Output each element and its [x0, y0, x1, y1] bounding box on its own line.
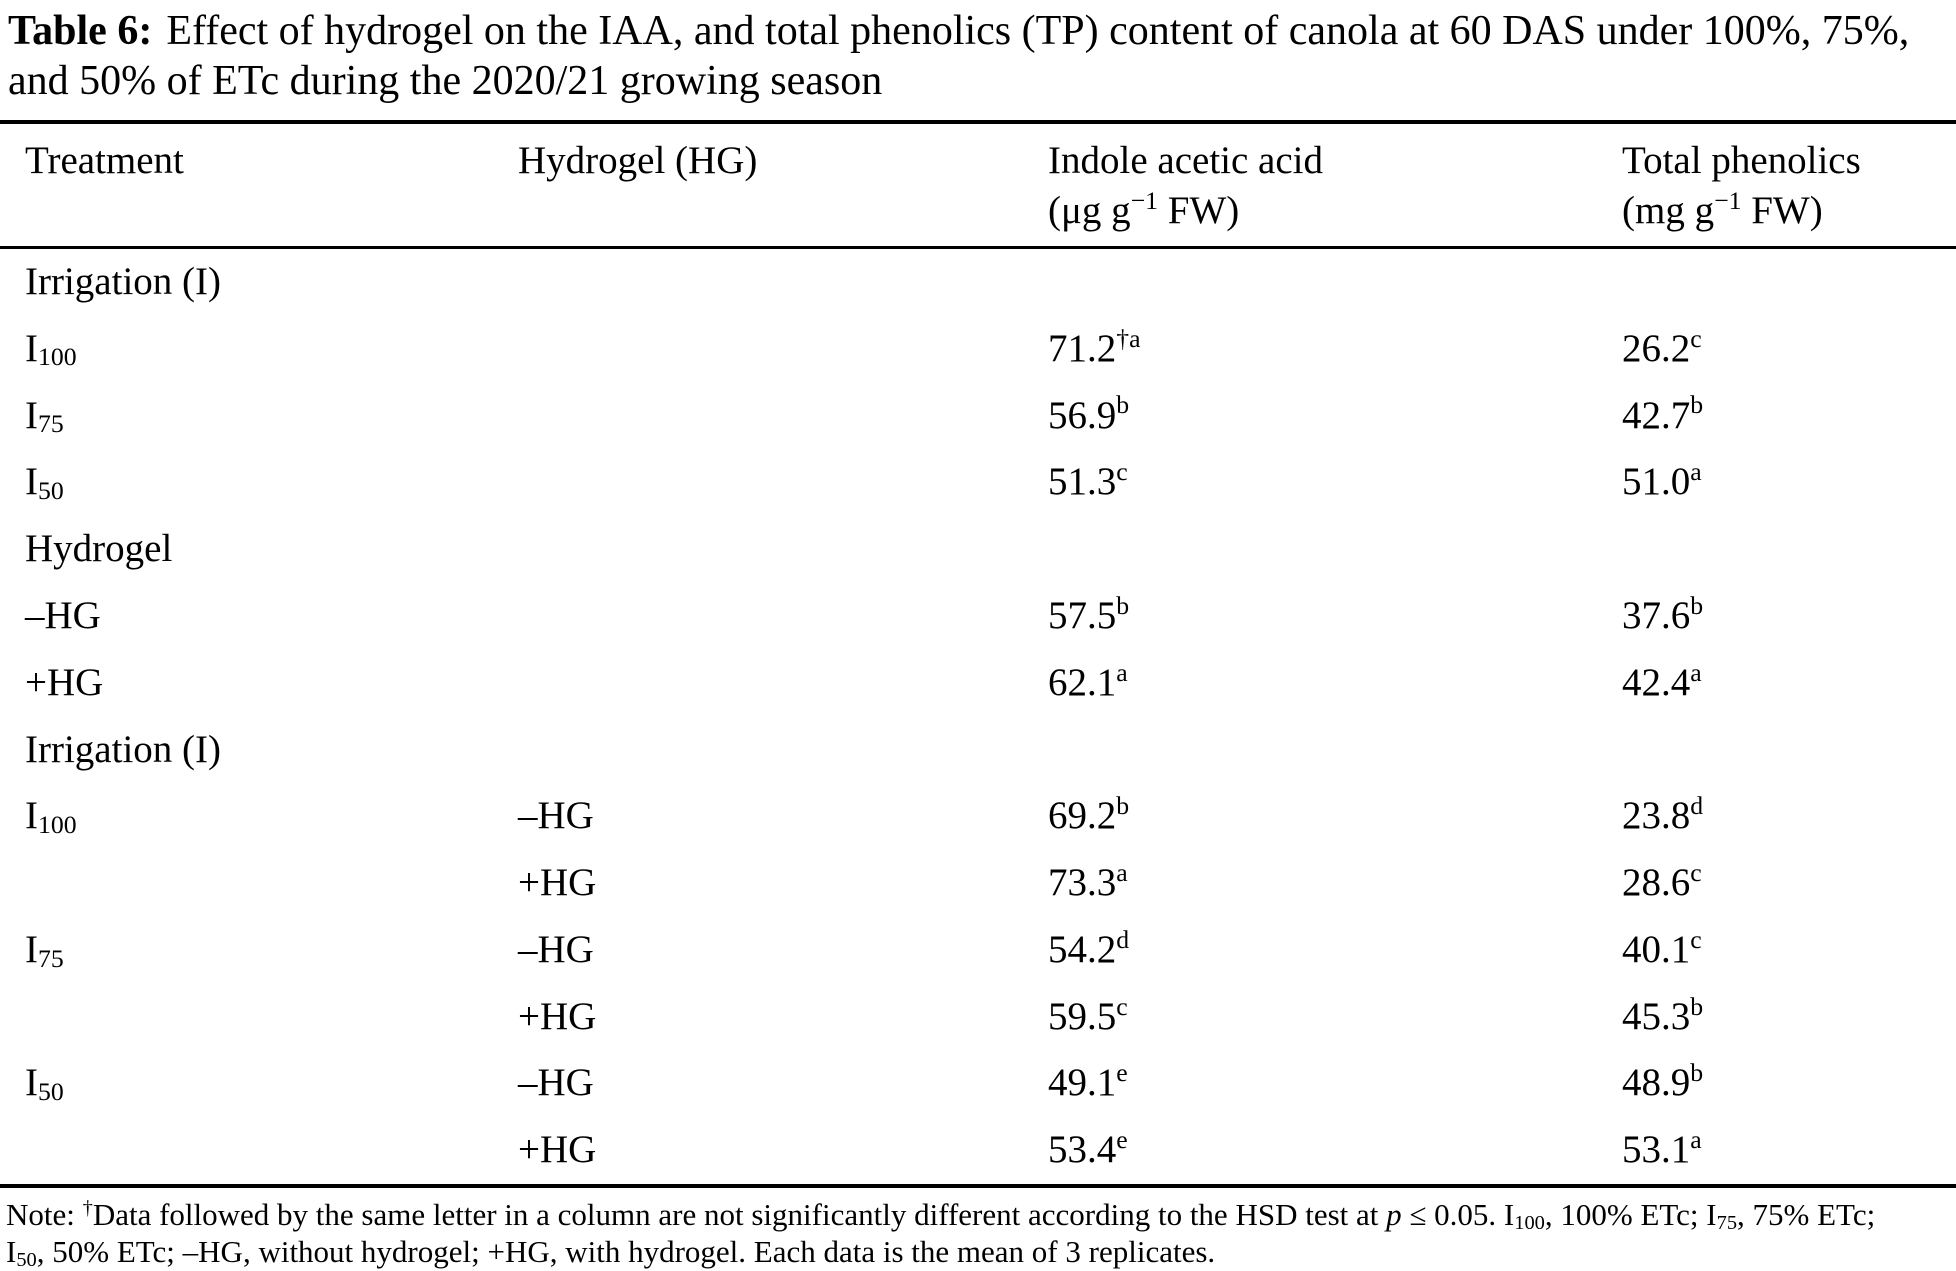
cell-hydrogel: –HG: [518, 794, 594, 838]
cell-tp: 23.8d: [1622, 791, 1704, 838]
table-caption-text: Effect of hydrogel on the IAA, and total…: [8, 8, 1910, 104]
cell-treatment: I100: [25, 794, 77, 839]
table-caption: Table 6: Effect of hydrogel on the IAA, a…: [0, 0, 1956, 106]
cell-hydrogel: –HG: [518, 1061, 594, 1105]
cell-tp: 42.4a: [1622, 657, 1702, 704]
cell-treatment: Hydrogel: [25, 527, 173, 571]
cell-treatment: I100: [25, 326, 77, 372]
top-rule: [0, 120, 1956, 124]
footnote-line: I50, 50% ETc; –HG, without hydrogel; +HG…: [6, 1234, 1216, 1271]
table-row: I100 –HG 69.2b 23.8d: [0, 783, 1956, 850]
section-row: Irrigation (I): [0, 717, 1956, 784]
cell-iaa: 62.1a: [1048, 657, 1128, 704]
cell-treatment: Irrigation (I): [25, 727, 221, 771]
column-header-line: Indole acetic acid: [1048, 139, 1323, 182]
cell-tp: 42.7b: [1622, 390, 1704, 437]
table-header-row: Treatment Hydrogel (HG) Indole acetic acid…: [0, 124, 1956, 246]
table-row: +HG 62.1a 42.4a: [0, 650, 1956, 717]
cell-tp: 48.9b: [1622, 1058, 1704, 1105]
column-header-line: Total phenolics: [1622, 139, 1861, 182]
table-row: I100 71.2†a 26.2c: [0, 316, 1956, 383]
column-header-treatment: Treatment: [25, 136, 518, 236]
table-row: +HG 73.3a 28.6c: [0, 850, 1956, 917]
cell-hydrogel: +HG: [518, 861, 597, 905]
cell-iaa: 56.9b: [1048, 390, 1130, 437]
cell-treatment: I50: [25, 1061, 64, 1107]
table-row: –HG 57.5b 37.6b: [0, 583, 1956, 650]
column-header-iaa: Indole acetic acid (μg g−1 FW): [1048, 136, 1622, 236]
cell-iaa: 69.2b: [1048, 791, 1130, 838]
cell-treatment: +HG: [25, 660, 104, 704]
column-header-line: (mg g−1 FW): [1622, 185, 1823, 232]
footnote-line: Note: †Data followed by the same letter …: [6, 1196, 1876, 1234]
cell-tp: 40.1c: [1622, 924, 1702, 971]
cell-tp: 28.6c: [1622, 857, 1702, 905]
cell-treatment: Irrigation (I): [25, 259, 221, 303]
column-header-tp: Total phenolics (mg g−1 FW): [1622, 136, 1956, 236]
cell-treatment: I50: [25, 460, 64, 505]
cell-iaa: 71.2†a: [1048, 323, 1141, 370]
cell-tp: 51.0a: [1622, 457, 1702, 504]
bottom-rule: [0, 1184, 1956, 1189]
cell-iaa: 49.1e: [1048, 1058, 1128, 1105]
cell-treatment: –HG: [25, 593, 101, 637]
cell-iaa: 57.5b: [1048, 590, 1130, 637]
cell-iaa: 54.2d: [1048, 924, 1130, 971]
cell-hydrogel: –HG: [518, 927, 594, 971]
cell-treatment: I75: [25, 927, 64, 973]
cell-iaa: 73.3a: [1048, 857, 1128, 905]
cell-treatment: I75: [25, 393, 64, 439]
cell-hydrogel: +HG: [518, 1128, 597, 1172]
cell-tp: 53.1a: [1622, 1125, 1702, 1172]
table-caption-label: Table 6:: [8, 8, 153, 54]
column-header-line: Treatment: [25, 139, 184, 182]
table-row: I75 56.9b 42.7b: [0, 383, 1956, 450]
section-row: Irrigation (I): [0, 249, 1956, 316]
table-row: +HG 59.5c 45.3b: [0, 984, 1956, 1051]
cell-hydrogel: +HG: [518, 994, 597, 1038]
cell-tp: 26.2c: [1622, 323, 1702, 370]
table-footnote: Note: †Data followed by the same letter …: [0, 1188, 1956, 1270]
cell-iaa: 53.4e: [1048, 1125, 1128, 1172]
table-body: Irrigation (I) I100 71.2†a 26.2c I75 56.9b 42.…: [0, 249, 1956, 1184]
column-header-hydrogel: Hydrogel (HG): [518, 136, 1048, 236]
table-row: I50 51.3c 51.0a: [0, 449, 1956, 516]
table-row: I50 –HG 49.1e 48.9b: [0, 1051, 1956, 1118]
table-row: I75 –HG 54.2d 40.1c: [0, 917, 1956, 984]
cell-tp: 45.3b: [1622, 991, 1704, 1038]
cell-iaa: 51.3c: [1048, 457, 1128, 504]
column-header-line: (μg g−1 FW): [1048, 185, 1240, 232]
column-header-line: Hydrogel (HG): [518, 139, 758, 182]
cell-iaa: 59.5c: [1048, 991, 1128, 1038]
table-row: +HG 53.4e 53.1a: [0, 1117, 1956, 1184]
section-row: Hydrogel: [0, 516, 1956, 583]
header-rule: [0, 246, 1956, 249]
cell-tp: 37.6b: [1622, 590, 1704, 637]
